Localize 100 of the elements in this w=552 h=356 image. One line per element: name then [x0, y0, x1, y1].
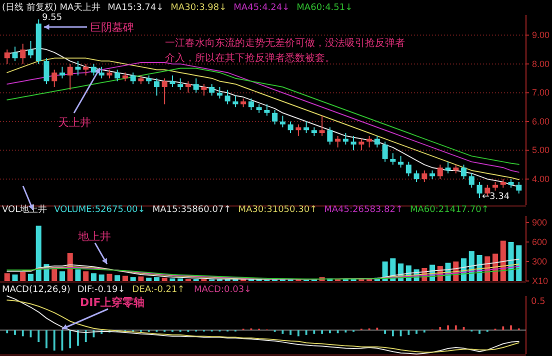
y-tick-label: 900: [532, 217, 548, 228]
annotation: ←3.34: [482, 192, 510, 202]
candlestick: [178, 78, 184, 90]
annotation: 巨阴墓碑: [90, 21, 134, 34]
y-tick-label: 4.00: [532, 174, 550, 184]
text: MA45:26583.82↑: [324, 205, 403, 215]
bar: [90, 273, 96, 281]
bar: [98, 274, 104, 281]
annotation: 一江春水向东流的走势无差价可做，没法吸引抢反弹者介入，所以在其下抢反弹者悉数被套。: [165, 37, 405, 64]
bar: [28, 274, 34, 281]
candlestick: [461, 164, 467, 180]
candlestick: [216, 86, 222, 99]
bar: [36, 226, 42, 281]
candlestick: [185, 80, 191, 94]
chart-title: MACD(12,26,9): [2, 285, 70, 295]
text: MA60:4.51↓: [296, 3, 353, 13]
text: DEA:-0.21↑: [132, 285, 185, 295]
bar: [114, 275, 120, 281]
bar: [516, 245, 522, 281]
y-tick-label: 600: [532, 236, 548, 247]
text: 0.5: [531, 297, 546, 307]
candlestick: [162, 78, 168, 105]
candlestick: [406, 161, 412, 177]
candlestick: [98, 66, 104, 79]
y-tick-label: X10: [532, 276, 548, 286]
bar: [106, 274, 112, 281]
bar: [12, 274, 18, 281]
candlestick: [90, 63, 96, 76]
candlestick: [130, 72, 136, 85]
y-tick-label: 300: [532, 256, 548, 266]
bar: [122, 276, 128, 281]
bar: [83, 271, 89, 281]
bar: [162, 278, 168, 281]
candlestick: [44, 58, 50, 85]
candlestick: [264, 104, 270, 116]
candlestick: [224, 89, 230, 105]
candlestick: [59, 66, 65, 79]
bar: [52, 268, 58, 281]
candlestick: [280, 115, 286, 128]
y-tick-label: 7.00: [532, 88, 550, 98]
text: MACD:0.03↓: [194, 285, 252, 295]
text: MA15:3.74↓: [108, 3, 164, 13]
candlestick: [20, 43, 26, 64]
bar: [4, 273, 10, 281]
annotation: 9.55: [42, 13, 62, 23]
bar: [20, 272, 26, 281]
candlestick: [422, 170, 428, 182]
candlestick: [67, 63, 73, 90]
y-tick-label: 6.00: [532, 116, 550, 126]
series-label: VOLUME:52675.00↓: [54, 205, 146, 215]
candlestick: [468, 172, 474, 188]
bar: [138, 276, 144, 281]
candlestick: [445, 161, 451, 174]
bar: [178, 278, 184, 281]
bar: [59, 271, 65, 281]
bar: [130, 277, 136, 281]
chart-title: (日线 前复权) MA天上井: [2, 2, 101, 13]
candlestick: [209, 84, 215, 96]
text: MA30:31050.30↑: [238, 205, 318, 215]
candlestick: [319, 115, 325, 136]
candlestick: [154, 78, 160, 96]
text: MA30:3.98↓: [170, 3, 227, 13]
candlestick: [12, 46, 18, 62]
candlestick: [248, 98, 254, 110]
candlestick: [358, 138, 364, 151]
candlestick: [350, 135, 356, 151]
line-series: [6, 268, 520, 280]
annotation: DIF上穿零轴: [80, 296, 145, 309]
text: MA15:35860.07↑: [152, 205, 232, 215]
annotation: 天上井: [58, 116, 91, 129]
bar: [500, 240, 506, 281]
bar: [170, 278, 176, 281]
y-tick-label: 5.00: [532, 145, 550, 156]
y-tick-label: 9.00: [532, 30, 550, 40]
candlestick: [437, 164, 443, 180]
candlestick: [374, 135, 380, 148]
candlestick: [288, 121, 294, 134]
candlestick: [476, 181, 482, 199]
candlestick: [390, 152, 396, 166]
text: MA45:4.24↓: [234, 3, 290, 13]
candlestick: [114, 69, 120, 82]
candlestick: [4, 49, 10, 64]
bar: [154, 277, 160, 281]
candlestick: [193, 78, 199, 94]
annotation: 地上井: [77, 230, 111, 243]
bar: [75, 269, 81, 281]
candlestick: [382, 141, 388, 162]
candlestick: [516, 181, 522, 194]
y-tick-label: 8.00: [532, 58, 550, 69]
candlestick: [52, 69, 58, 88]
candlestick: [414, 170, 420, 182]
text: DIF:-0.19↓: [77, 285, 126, 295]
candlestick: [170, 74, 176, 88]
bar: [146, 278, 152, 281]
candlestick: [28, 40, 34, 59]
candlestick: [327, 126, 333, 146]
candlestick: [201, 84, 207, 96]
text: MA60:21417.70↑: [410, 205, 489, 215]
candlestick: [272, 110, 278, 125]
chart-title: VOL地上井: [2, 204, 48, 215]
